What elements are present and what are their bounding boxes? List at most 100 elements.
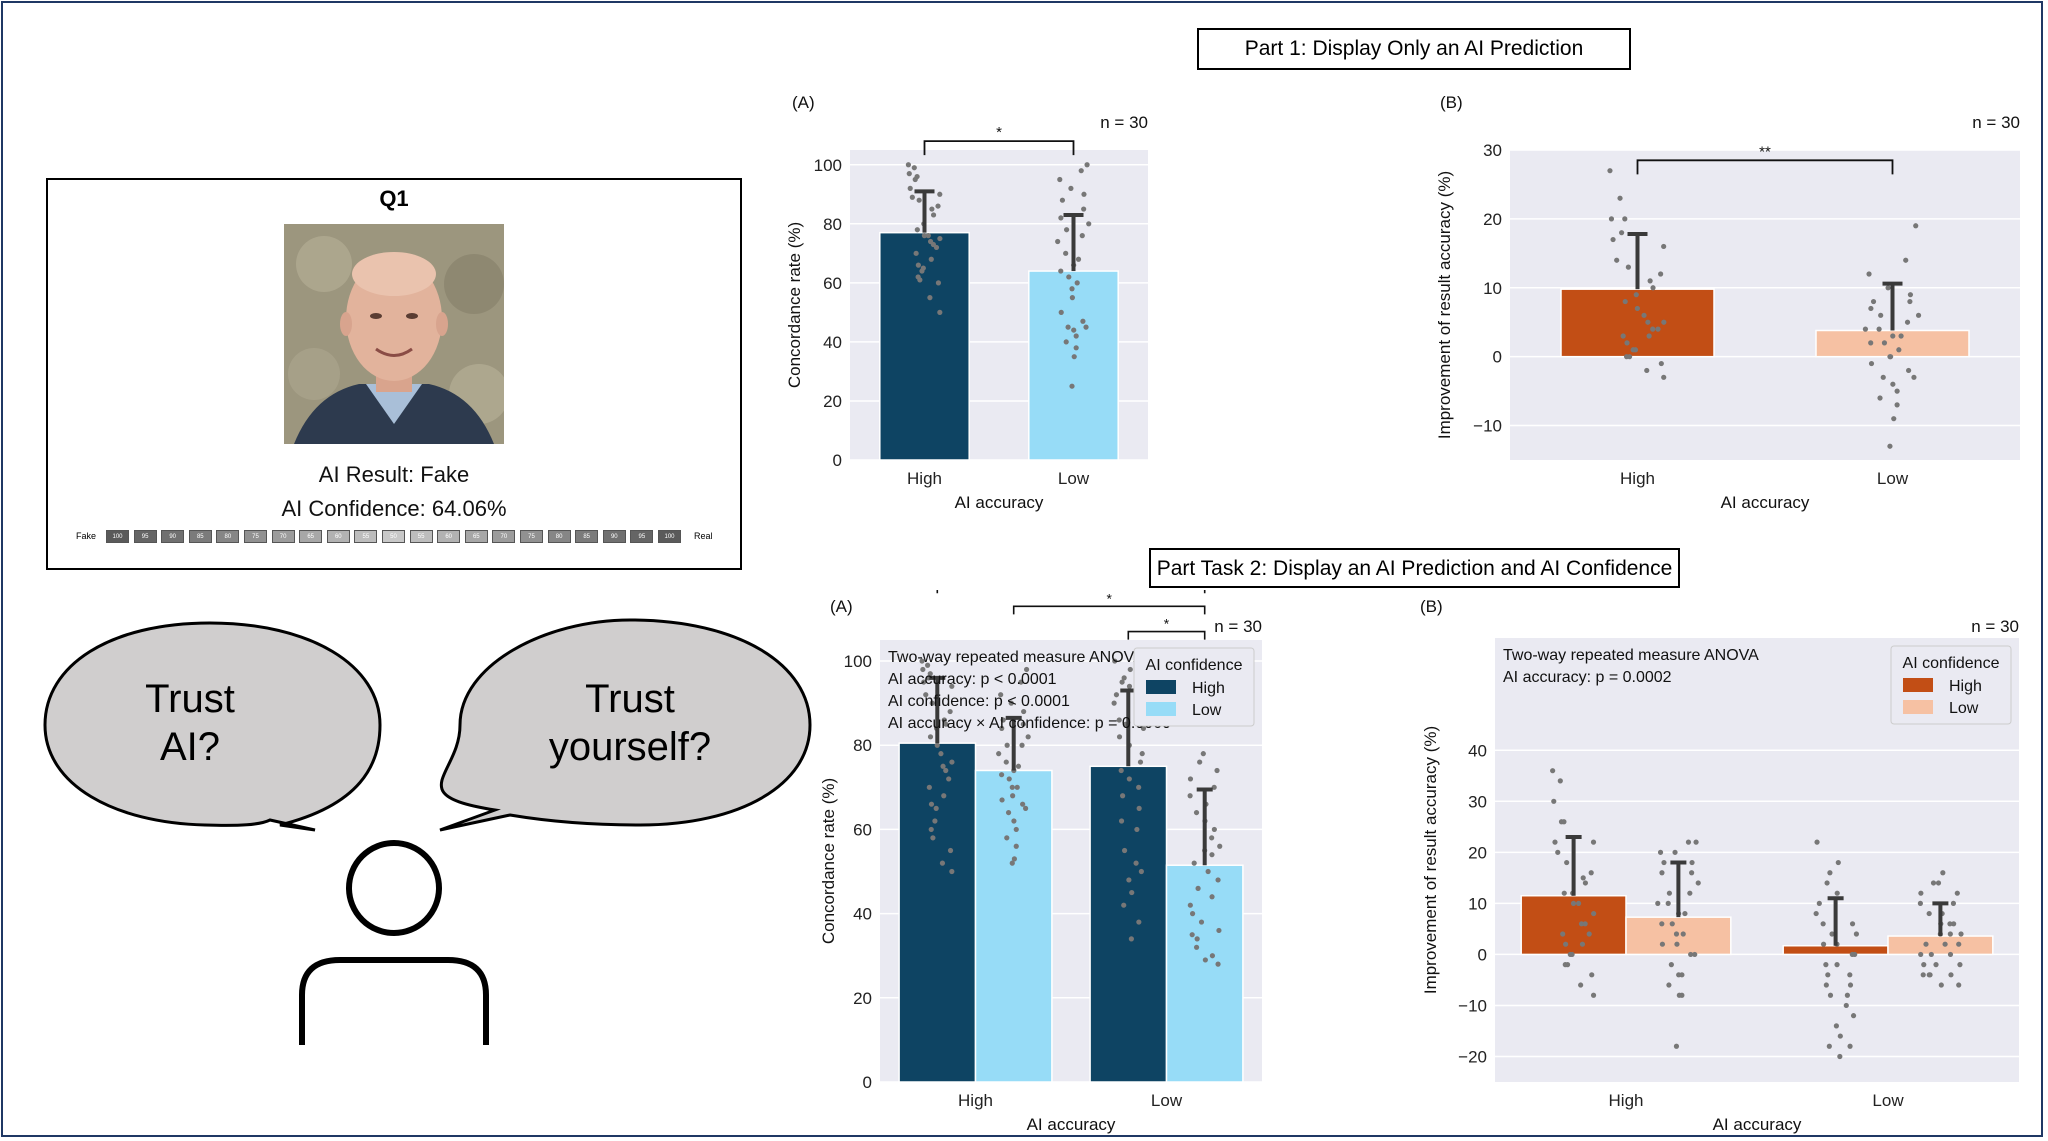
- data-point: [1578, 921, 1585, 927]
- scale-cell[interactable]: 100: [658, 530, 681, 543]
- data-point: [1202, 957, 1208, 963]
- data-point: [1617, 195, 1623, 201]
- scale-cell[interactable]: 70: [271, 530, 295, 543]
- data-point: [1058, 215, 1064, 221]
- data-point: [1926, 910, 1932, 917]
- data-point: [930, 835, 936, 841]
- data-point: [1009, 860, 1015, 866]
- x-axis-label: AI accuracy: [1027, 1115, 1116, 1134]
- data-point: [1129, 889, 1135, 896]
- data-point: [1209, 953, 1216, 959]
- scale-cell[interactable]: 50: [382, 530, 405, 543]
- data-point: [1917, 900, 1923, 906]
- scale-cell[interactable]: 80: [547, 530, 571, 543]
- data-point: [949, 683, 955, 689]
- data-point: [1561, 890, 1567, 896]
- data-point: [913, 250, 919, 256]
- data-point: [1567, 951, 1573, 958]
- scale-cell[interactable]: 90: [602, 530, 626, 543]
- legend-swatch: [1903, 678, 1933, 692]
- data-point: [1551, 798, 1557, 804]
- scale-cell[interactable]: 60: [326, 530, 350, 543]
- scale-cell[interactable]: 55: [409, 530, 433, 543]
- data-point: [1887, 354, 1894, 360]
- data-point: [1673, 931, 1680, 937]
- data-point: [1215, 877, 1221, 883]
- face-illustration: [284, 224, 504, 444]
- data-point: [1118, 818, 1125, 824]
- scale-cell[interactable]: 80: [216, 530, 240, 543]
- ai-result-text: AI Result: Fake: [318, 462, 470, 487]
- scale-cell[interactable]: 70: [492, 530, 516, 543]
- data-point: [927, 671, 933, 677]
- data-point: [928, 826, 934, 833]
- anova-text: AI accuracy: p < 0.0001: [888, 671, 1057, 688]
- scale-cell[interactable]: 90: [161, 530, 185, 543]
- scale-cell[interactable]: 95: [133, 530, 157, 543]
- scale-cell[interactable]: 60: [437, 530, 461, 543]
- scale-cell[interactable]: 75: [244, 530, 267, 543]
- scale-cell[interactable]: 55: [354, 530, 378, 543]
- data-point: [1918, 890, 1924, 896]
- anova-text: AI accuracy: p = 0.0002: [1503, 669, 1672, 686]
- y-axis-label: Improvement of result accuracy (%): [1421, 726, 1440, 994]
- legend-label: High: [1192, 680, 1225, 697]
- data-point: [1669, 921, 1675, 927]
- data-point: [938, 751, 944, 757]
- data-point: [1011, 856, 1017, 862]
- data-point: [1820, 941, 1827, 947]
- data-point: [1866, 271, 1872, 277]
- data-point: [1065, 324, 1071, 330]
- data-point: [1578, 982, 1584, 988]
- scale-cell[interactable]: 100: [106, 530, 129, 543]
- scale-cell[interactable]: 95: [630, 530, 654, 543]
- data-point: [1074, 280, 1080, 286]
- data-point: [929, 700, 935, 706]
- data-point: [1063, 250, 1069, 256]
- data-point: [1063, 227, 1070, 233]
- scale-right-label: Real: [694, 531, 713, 541]
- bar: [1782, 944, 1889, 956]
- data-point: [930, 212, 937, 218]
- data-point: [1023, 666, 1030, 673]
- data-point: [1086, 221, 1092, 227]
- data-point: [1079, 233, 1085, 239]
- x-axis-label: AI accuracy: [1721, 493, 1810, 512]
- data-point: [1844, 992, 1850, 998]
- scale-cell[interactable]: 65: [299, 530, 323, 543]
- y-tick-label: 80: [853, 736, 872, 755]
- bar: [1625, 916, 1732, 956]
- data-point: [1634, 305, 1640, 312]
- data-point: [1575, 900, 1582, 906]
- data-point: [1011, 818, 1017, 824]
- chart-part2-improvement: −20 −10 0 10 20 30 40 (B) n = 30 AI accuracy Impro…: [1420, 597, 2019, 1134]
- data-point: [1126, 776, 1132, 782]
- data-point: [1849, 951, 1855, 958]
- data-point: [1666, 982, 1672, 988]
- data-point: [1010, 793, 1016, 799]
- data-point: [1920, 972, 1926, 978]
- data-point: [907, 185, 913, 191]
- data-point: [1003, 759, 1009, 765]
- n-label: n = 30: [1100, 113, 1148, 132]
- data-point: [1075, 256, 1082, 262]
- scale-cell[interactable]: 85: [575, 530, 599, 543]
- scale-cell[interactable]: 65: [464, 530, 488, 543]
- scale-cell[interactable]: 75: [520, 530, 543, 543]
- data-point: [1887, 443, 1893, 449]
- legend-swatch: [1146, 702, 1176, 716]
- right-bubble-line-2: yourself?: [548, 725, 712, 769]
- data-point: [1626, 354, 1633, 360]
- data-point: [1191, 860, 1197, 866]
- data-point: [1589, 972, 1595, 978]
- significance-label: *: [1106, 590, 1112, 606]
- data-point: [1692, 951, 1698, 958]
- data-point: [1113, 692, 1120, 698]
- data-point: [1850, 1013, 1857, 1019]
- data-point: [1947, 931, 1953, 937]
- data-point: [1880, 374, 1886, 380]
- scale-cell[interactable]: 85: [188, 530, 212, 543]
- data-point: [1069, 383, 1075, 389]
- data-point: [1198, 919, 1205, 925]
- data-point: [1563, 941, 1569, 947]
